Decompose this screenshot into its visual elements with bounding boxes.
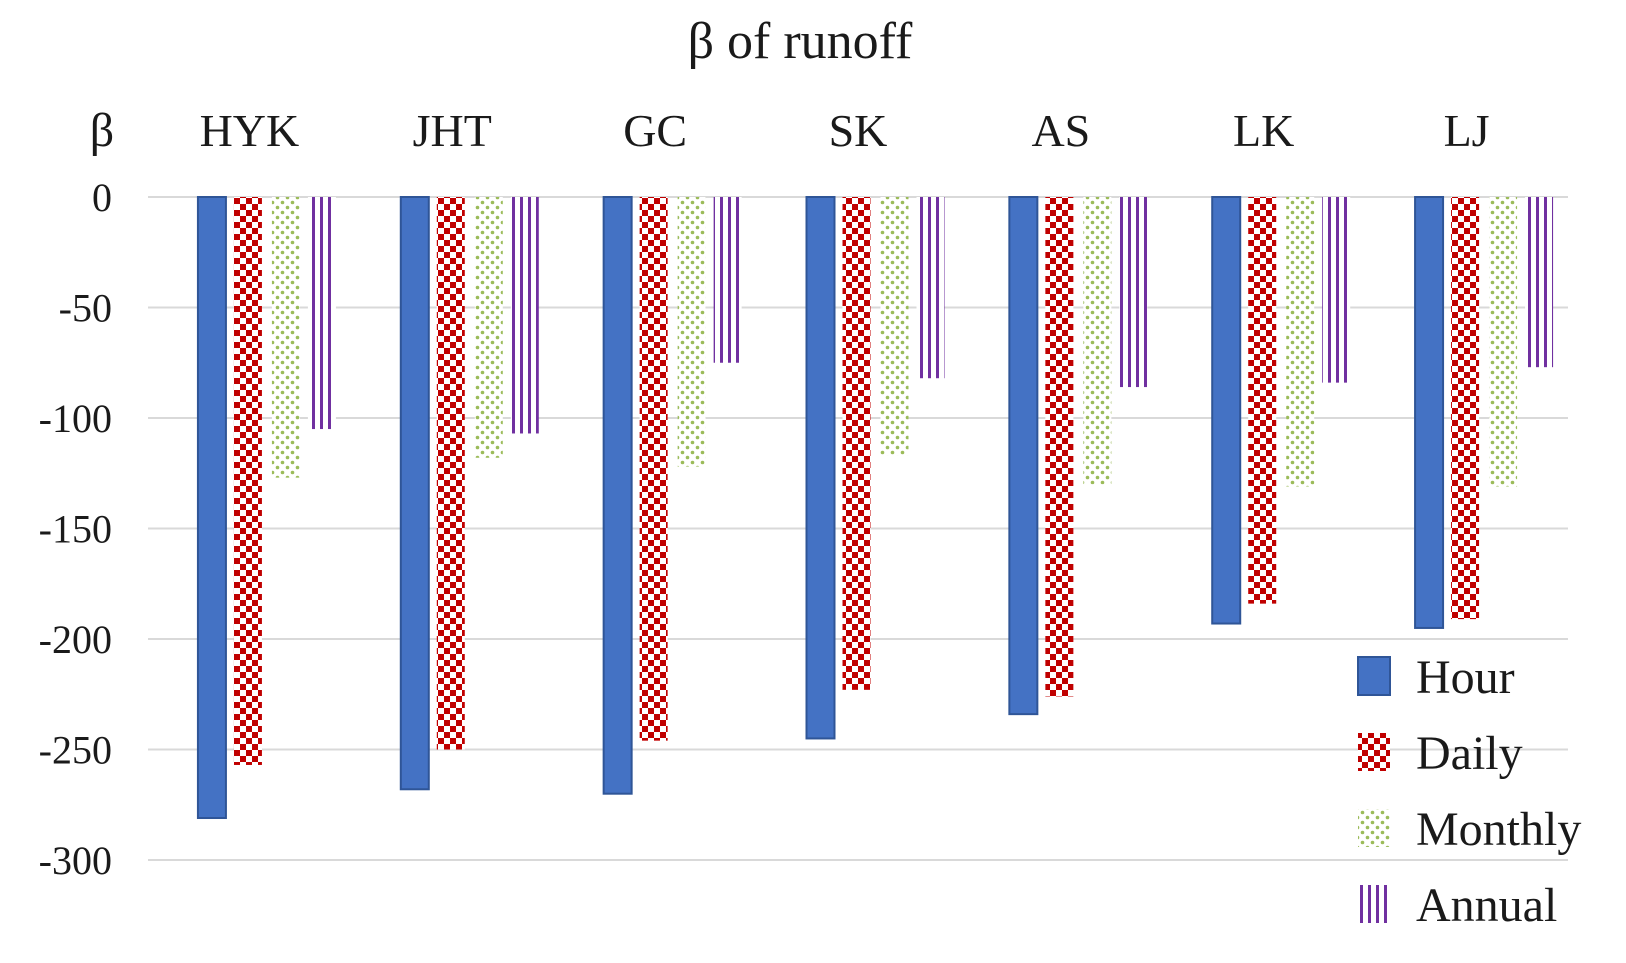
- y-tick-label: -250: [39, 728, 112, 773]
- bar-annual: [1322, 197, 1351, 383]
- bar-hour: [1414, 196, 1445, 629]
- category-label: HYK: [200, 105, 300, 156]
- y-axis-label: β: [90, 104, 114, 157]
- bar-annual: [307, 197, 336, 430]
- bar-monthly: [1489, 197, 1518, 487]
- bar-annual: [1119, 197, 1148, 388]
- bar-daily: [842, 197, 871, 690]
- bar-daily: [639, 197, 668, 741]
- bar-monthly: [1083, 197, 1112, 485]
- bars: [196, 196, 1554, 820]
- bar-hour: [1211, 196, 1242, 625]
- bar-daily: [1045, 197, 1074, 697]
- y-tick-label: -100: [39, 396, 112, 441]
- bar-monthly: [474, 197, 503, 458]
- category-label: GC: [623, 105, 687, 156]
- series-daily: [233, 197, 1480, 765]
- series-monthly: [271, 197, 1518, 487]
- legend-label-hour: Hour: [1416, 651, 1515, 704]
- y-axis-ticks: 0 -50 -100 -150 -200 -250 -300: [39, 175, 112, 883]
- y-tick-label: -50: [59, 286, 112, 331]
- bar-daily: [233, 197, 262, 765]
- bar-monthly: [271, 197, 300, 478]
- bar-hour: [399, 196, 430, 791]
- bar-annual: [916, 197, 945, 379]
- category-labels: HYK JHT GC SK AS LK LJ: [200, 105, 1490, 156]
- bar-hour: [196, 196, 227, 820]
- bar-hour: [805, 196, 836, 740]
- category-label: SK: [829, 105, 888, 156]
- bar-monthly: [880, 197, 909, 456]
- bar-daily: [1451, 197, 1480, 620]
- legend-swatch-annual: [1358, 885, 1390, 923]
- bar-daily: [436, 197, 465, 750]
- series-hour: [196, 196, 1445, 820]
- bar-annual: [510, 197, 539, 434]
- category-label: AS: [1031, 105, 1090, 156]
- bar-monthly: [677, 197, 706, 467]
- bar-hour: [1008, 196, 1039, 716]
- y-tick-label: -150: [39, 507, 112, 552]
- bar-daily: [1248, 197, 1277, 604]
- category-label: LK: [1233, 105, 1294, 156]
- legend-swatch-monthly: [1358, 809, 1390, 847]
- bar-monthly: [1286, 197, 1315, 487]
- legend-swatch-daily: [1358, 733, 1390, 771]
- y-tick-label: -300: [39, 838, 112, 883]
- category-label: LJ: [1444, 105, 1490, 156]
- legend-label-daily: Daily: [1416, 727, 1523, 780]
- legend-label-annual: Annual: [1416, 879, 1557, 932]
- chart-title: β of runoff: [688, 13, 913, 70]
- y-tick-label: -200: [39, 617, 112, 662]
- bar-hour: [602, 196, 633, 795]
- bar-annual: [713, 197, 742, 363]
- category-label: JHT: [413, 105, 492, 156]
- y-tick-label: 0: [92, 175, 112, 220]
- bar-annual: [1525, 197, 1554, 368]
- legend-swatch-hour: [1357, 656, 1391, 696]
- series-annual: [307, 197, 1554, 434]
- legend-label-monthly: Monthly: [1416, 803, 1581, 856]
- legend: Hour Daily Monthly Annual: [1357, 651, 1581, 932]
